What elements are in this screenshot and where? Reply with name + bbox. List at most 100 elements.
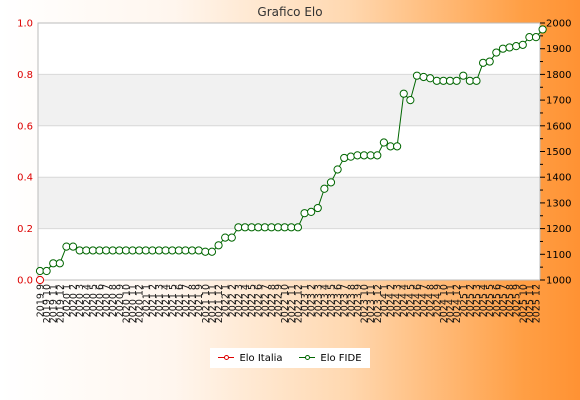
data-point-elo-fide xyxy=(485,57,494,66)
data-point-elo-fide xyxy=(472,76,481,85)
legend: Elo Italia Elo FIDE xyxy=(210,348,370,368)
data-point-elo-fide xyxy=(531,33,541,42)
x-tick-label: 2022 11 xyxy=(287,284,298,323)
x-tick-label: 2019 12 xyxy=(55,284,66,323)
x-tick-label: 2020 2 xyxy=(69,284,80,317)
x-tick-label: 2021 1 xyxy=(141,284,152,317)
x-tick-label: 2019 9 xyxy=(36,284,47,317)
y-left-tick-label: 0.0 xyxy=(17,276,33,287)
x-tick-label: 2024 1 xyxy=(379,284,390,317)
legend-swatch-elo-fide xyxy=(299,353,316,363)
x-tick-label: 2023 3 xyxy=(313,284,324,317)
x-tick-label: 2019 10 xyxy=(42,284,53,323)
x-tick-label: 2022 5 xyxy=(247,284,258,317)
x-tick-label: 2023 7 xyxy=(340,284,351,317)
legend-item-elo-fide: Elo FIDE xyxy=(299,352,362,364)
x-tick-label: 2025 3 xyxy=(472,284,483,317)
x-tick-label: 2023 2 xyxy=(307,284,318,317)
x-tick-label: 2020 1 xyxy=(62,284,73,317)
data-point-elo-fide xyxy=(406,96,415,105)
data-point-elo-fide xyxy=(214,241,223,250)
legend-item-elo-italia: Elo Italia xyxy=(218,352,283,364)
x-tick-label: 2021 2 xyxy=(148,284,159,317)
x-tick-label: 2020 5 xyxy=(88,284,99,317)
x-tick-label: 2019 11 xyxy=(49,284,60,323)
y-right-tick-label: 1000 xyxy=(546,276,571,287)
data-point-elo-fide xyxy=(307,207,316,216)
x-tick-label: 2025 7 xyxy=(498,284,509,317)
y-right-tick-label: 2000 xyxy=(546,19,571,30)
x-tick-label: 2020 8 xyxy=(108,284,119,317)
x-tick-label: 2021 12 xyxy=(214,284,225,323)
x-tick-label: 2020 6 xyxy=(95,284,106,317)
x-tick-label: 2021 4 xyxy=(161,284,172,317)
y-left-tick-label: 0.4 xyxy=(17,173,33,184)
x-tick-label: 2023 8 xyxy=(346,284,357,317)
x-tick-label: 2021 3 xyxy=(155,284,166,317)
data-point-elo-fide xyxy=(373,151,382,160)
grid-band xyxy=(38,74,540,126)
x-tick-label: 2023 5 xyxy=(326,284,337,317)
y-right-tick-label: 1400 xyxy=(546,173,571,184)
x-tick-label: 2022 10 xyxy=(280,284,291,323)
x-tick-label: 2025 10 xyxy=(518,284,529,323)
data-point-elo-fide xyxy=(452,76,461,85)
x-tick-label: 2020 12 xyxy=(135,284,146,323)
data-point-elo-fide xyxy=(379,138,388,147)
legend-label-elo-fide: Elo FIDE xyxy=(320,352,362,364)
data-point-elo-fide xyxy=(399,89,408,98)
x-tick-label: 2021 5 xyxy=(168,284,179,317)
x-tick-label: 2025 2 xyxy=(465,284,476,317)
data-point-elo-fide xyxy=(55,259,64,268)
data-point-elo-fide xyxy=(340,153,349,163)
data-point-elo-fide xyxy=(313,203,322,213)
x-tick-label: 2021 6 xyxy=(174,284,185,317)
data-point-elo-fide xyxy=(346,152,355,161)
data-point-elo-fide xyxy=(293,223,303,232)
y-right-tick-label: 1700 xyxy=(546,96,571,107)
x-tick-label: 2023 10 xyxy=(360,284,371,323)
x-tick-label: 2024 9 xyxy=(432,284,443,317)
x-tick-label: 2023 12 xyxy=(373,284,384,323)
data-point-elo-fide xyxy=(518,40,527,49)
x-tick-label: 2022 1 xyxy=(221,284,232,317)
x-tick-label: 2023 11 xyxy=(366,284,377,323)
x-tick-label: 2024 12 xyxy=(452,284,463,323)
x-tick-label: 2022 8 xyxy=(267,284,278,317)
x-tick-label: 2025 4 xyxy=(479,284,490,317)
data-point-elo-fide xyxy=(227,233,236,242)
x-tick-label: 2024 4 xyxy=(399,284,410,317)
x-tick-label: 2020 11 xyxy=(128,284,139,323)
x-tick-label: 2024 7 xyxy=(419,284,430,317)
x-tick-label: 2020 7 xyxy=(102,284,113,317)
plot-area xyxy=(38,23,540,280)
x-tick-label: 2022 3 xyxy=(234,284,245,317)
x-tick-label: 2021 11 xyxy=(207,284,218,323)
data-point-elo-fide xyxy=(412,71,422,80)
x-tick-label: 2021 9 xyxy=(194,284,205,317)
data-point-elo-fide xyxy=(459,71,468,80)
y-left-tick-label: 1.0 xyxy=(17,19,33,30)
x-tick-label: 2021 7 xyxy=(181,284,192,317)
data-point-elo-fide xyxy=(207,247,217,256)
data-point-elo-fide xyxy=(326,178,336,187)
x-tick-label: 2020 4 xyxy=(82,284,93,317)
x-tick-label: 2023 4 xyxy=(320,284,331,317)
x-tick-label: 2025 5 xyxy=(485,284,496,317)
data-point-elo-fide xyxy=(320,184,329,193)
legend-label-elo-italia: Elo Italia xyxy=(239,352,283,364)
data-point-elo-fide xyxy=(300,209,309,218)
x-tick-label: 2024 5 xyxy=(406,284,417,317)
y-left-tick-label: 0.8 xyxy=(17,70,33,81)
x-tick-label: 2024 6 xyxy=(412,284,423,317)
x-tick-label: 2022 6 xyxy=(254,284,265,317)
y-right-tick-label: 1300 xyxy=(546,198,571,209)
x-tick-label: 2025 9 xyxy=(512,284,523,317)
data-point-elo-fide xyxy=(538,25,547,34)
x-tick-label: 2025 6 xyxy=(492,284,503,317)
x-tick-label: 2022 4 xyxy=(241,284,252,317)
y-right-tick-label: 1600 xyxy=(546,121,571,132)
x-tick-label: 2025 8 xyxy=(505,284,516,317)
